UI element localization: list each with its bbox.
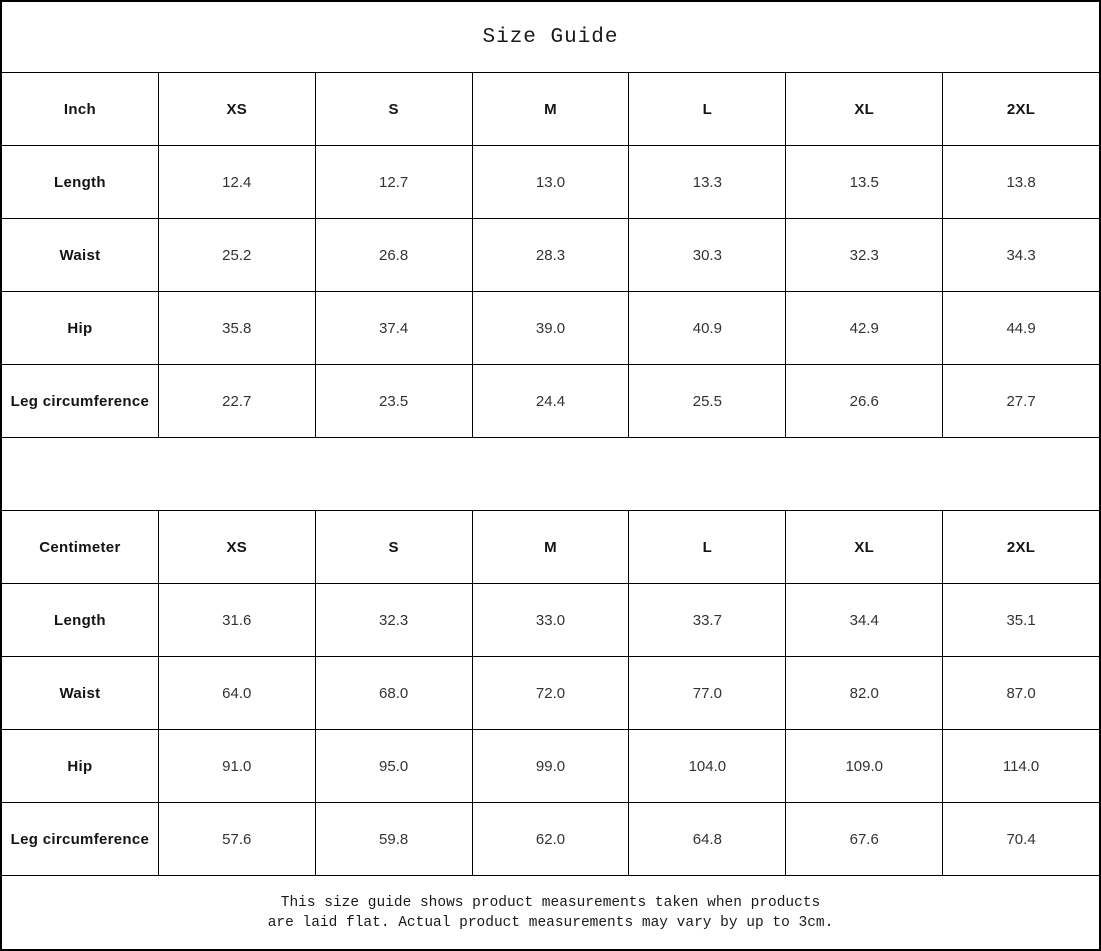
measurement-value: 87.0 (943, 657, 1099, 729)
measurement-value: 39.0 (472, 292, 629, 364)
measurement-value: 33.0 (472, 584, 629, 656)
measurement-value: 64.8 (629, 803, 786, 875)
size-column-header: M (472, 511, 629, 583)
measurement-value: 12.7 (315, 146, 472, 218)
size-column-header: XL (786, 511, 943, 583)
measurement-value: 22.7 (158, 365, 315, 437)
measurement-value: 23.5 (315, 365, 472, 437)
measurement-value: 72.0 (472, 657, 629, 729)
measurement-value: 32.3 (786, 219, 943, 291)
measurement-value: 24.4 (472, 365, 629, 437)
measurement-value: 31.6 (158, 584, 315, 656)
measurement-value: 26.6 (786, 365, 943, 437)
measurement-value: 99.0 (472, 730, 629, 802)
measurement-value: 42.9 (786, 292, 943, 364)
unit-label-centimeter: Centimeter (2, 511, 158, 583)
size-column-header: L (629, 511, 786, 583)
measurement-value: 62.0 (472, 803, 629, 875)
measurement-label: Leg circumference (2, 803, 158, 875)
measurement-label: Hip (2, 730, 158, 802)
measurement-value: 12.4 (158, 146, 315, 218)
measurement-value: 28.3 (472, 219, 629, 291)
measurement-value: 30.3 (629, 219, 786, 291)
measurement-value: 40.9 (629, 292, 786, 364)
size-column-header: 2XL (943, 511, 1099, 583)
size-guide-title: Size Guide (2, 2, 1099, 72)
size-column-header: S (315, 73, 472, 145)
size-column-header: L (629, 73, 786, 145)
size-column-header: S (315, 511, 472, 583)
size-column-header: XL (786, 73, 943, 145)
measurement-value: 91.0 (158, 730, 315, 802)
measurement-label: Hip (2, 292, 158, 364)
measurement-value: 13.3 (629, 146, 786, 218)
measurement-value: 104.0 (629, 730, 786, 802)
measurement-value: 25.5 (629, 365, 786, 437)
measurement-value: 34.3 (943, 219, 1099, 291)
size-guide-note: This size guide shows product measuremen… (2, 876, 1099, 949)
measurement-label: Waist (2, 657, 158, 729)
measurement-value: 32.3 (315, 584, 472, 656)
note-line-1: This size guide shows product measuremen… (280, 894, 821, 911)
measurement-value: 26.8 (315, 219, 472, 291)
measurement-value: 57.6 (158, 803, 315, 875)
measurement-value: 64.0 (158, 657, 315, 729)
size-column-header: XS (158, 73, 315, 145)
measurement-value: 37.4 (315, 292, 472, 364)
size-column-header: M (472, 73, 629, 145)
unit-label-inch: Inch (2, 73, 158, 145)
measurement-value: 33.7 (629, 584, 786, 656)
measurement-value: 95.0 (315, 730, 472, 802)
measurement-value: 13.8 (943, 146, 1099, 218)
table-spacer (2, 438, 1099, 510)
measurement-value: 13.5 (786, 146, 943, 218)
measurement-label: Waist (2, 219, 158, 291)
measurement-value: 59.8 (315, 803, 472, 875)
measurement-label: Leg circumference (2, 365, 158, 437)
measurement-value: 109.0 (786, 730, 943, 802)
measurement-value: 34.4 (786, 584, 943, 656)
measurement-label: Length (2, 146, 158, 218)
measurement-value: 68.0 (315, 657, 472, 729)
size-column-header: 2XL (943, 73, 1099, 145)
measurement-value: 114.0 (943, 730, 1099, 802)
size-column-header: XS (158, 511, 315, 583)
measurement-value: 82.0 (786, 657, 943, 729)
measurement-value: 70.4 (943, 803, 1099, 875)
measurement-label: Length (2, 584, 158, 656)
measurement-value: 77.0 (629, 657, 786, 729)
measurement-value: 67.6 (786, 803, 943, 875)
measurement-value: 27.7 (943, 365, 1099, 437)
measurement-value: 13.0 (472, 146, 629, 218)
measurement-value: 35.1 (943, 584, 1099, 656)
measurement-value: 25.2 (158, 219, 315, 291)
measurement-value: 35.8 (158, 292, 315, 364)
measurement-value: 44.9 (943, 292, 1099, 364)
note-line-2: are laid flat. Actual product measuremen… (267, 914, 834, 931)
